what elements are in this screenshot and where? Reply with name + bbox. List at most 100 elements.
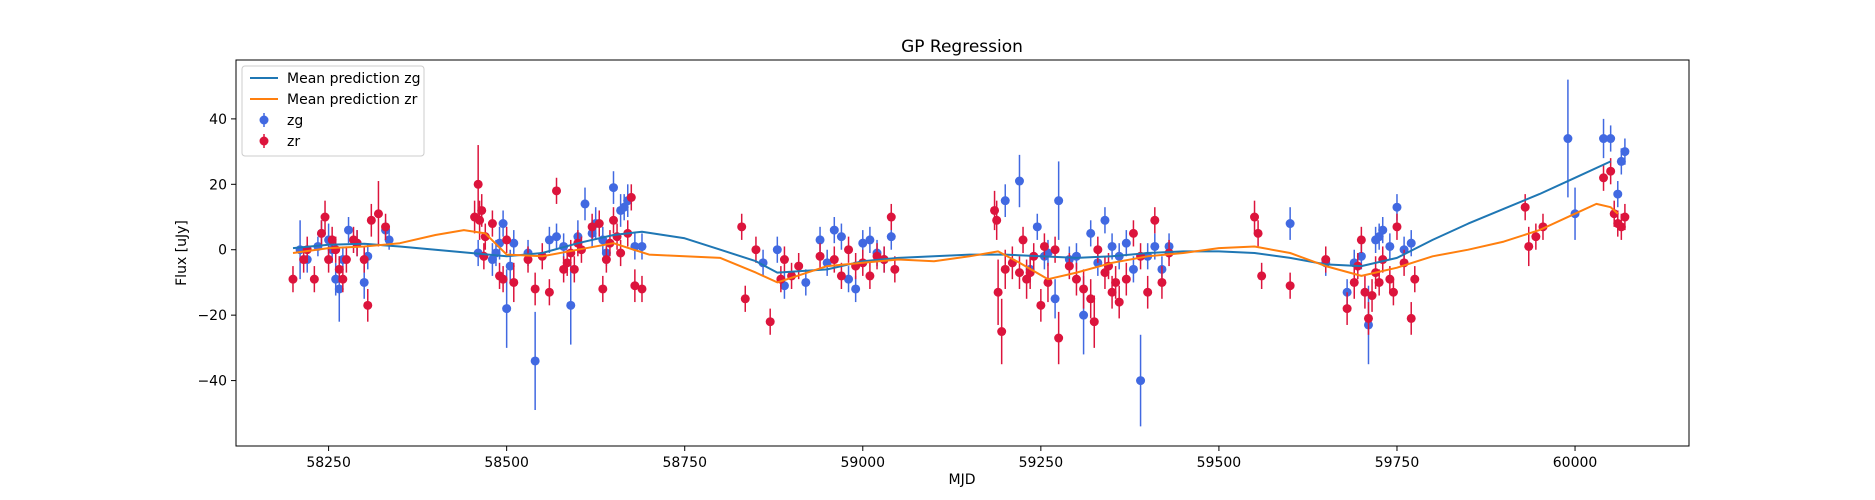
data-point-zg <box>544 226 554 253</box>
point-marker <box>1121 238 1131 248</box>
point-marker <box>1363 313 1373 323</box>
data-point-zr <box>1385 266 1395 293</box>
point-marker <box>637 284 647 294</box>
data-point-zr <box>309 266 319 293</box>
point-marker <box>1111 277 1121 287</box>
data-point-zg <box>851 275 861 303</box>
data-point-zr <box>1363 302 1373 335</box>
point-marker <box>1356 251 1366 261</box>
point-marker <box>1136 376 1146 386</box>
data-point-zr <box>1342 292 1352 325</box>
point-marker <box>1378 225 1388 235</box>
data-point-zr <box>1143 275 1153 309</box>
point-marker <box>523 255 533 265</box>
data-point-zg <box>498 210 508 237</box>
legend-marker-zr <box>259 134 269 148</box>
data-point-zr <box>523 246 533 273</box>
point-marker <box>1107 241 1117 251</box>
data-point-zr <box>993 259 1003 325</box>
data-point-zg <box>836 223 846 250</box>
plot-area <box>288 79 1630 427</box>
point-marker <box>587 222 597 232</box>
x-axis-label: MJD <box>949 472 976 488</box>
point-marker <box>530 356 540 366</box>
y-tick-label: −40 <box>197 374 227 390</box>
data-point-zr <box>544 279 554 306</box>
legend: Mean prediction zg Mean prediction zr zg… <box>241 65 425 157</box>
point-marker <box>1143 287 1153 297</box>
data-point-zr <box>1043 262 1053 303</box>
data-point-zg <box>552 223 562 250</box>
x-axis: 58250 58500 58750 59000 59250 59500 59750 60000 <box>306 446 1597 471</box>
data-point-zr <box>479 243 489 270</box>
data-point-zr <box>1071 262 1081 296</box>
data-point-zr <box>366 203 376 237</box>
point-marker <box>288 274 298 284</box>
point-marker <box>1100 215 1110 225</box>
point-marker <box>566 300 576 310</box>
point-marker <box>1043 277 1053 287</box>
point-marker <box>552 232 562 242</box>
point-marker <box>608 183 618 193</box>
data-point-zr <box>1599 164 1609 191</box>
data-point-zr <box>1356 226 1366 253</box>
point-marker <box>1000 264 1010 274</box>
point-marker <box>1620 147 1630 157</box>
point-marker <box>737 222 747 232</box>
data-point-zr <box>872 243 882 270</box>
mean-line-zr <box>292 202 1619 284</box>
point-marker <box>1050 294 1060 304</box>
point-marker <box>1285 281 1295 291</box>
point-marker <box>1285 219 1295 229</box>
data-point-zg <box>1563 79 1573 198</box>
data-point-zr <box>1018 226 1028 253</box>
y-tick-label: 0 <box>218 243 227 259</box>
data-point-zg <box>758 249 768 276</box>
point-marker <box>334 284 344 294</box>
data-point-zr <box>630 269 640 303</box>
point-marker <box>1360 287 1370 297</box>
y-axis-label: Flux [uJy] <box>174 220 190 286</box>
data-point-zr <box>608 207 618 234</box>
data-point-zr <box>1050 236 1060 263</box>
point-marker <box>338 274 348 284</box>
legend-label-zr: zr <box>287 134 300 150</box>
point-marker <box>1050 245 1060 255</box>
point-marker <box>562 258 572 268</box>
x-tick-label: 58250 <box>306 455 351 471</box>
data-point-zr <box>779 246 789 273</box>
point-marker <box>1599 173 1609 183</box>
data-point-zg <box>1385 233 1395 260</box>
point-marker <box>1406 313 1416 323</box>
point-marker <box>1392 222 1402 232</box>
x-tick-label: 59500 <box>1197 455 1242 471</box>
data-point-zr <box>637 275 647 303</box>
point-marker <box>1093 245 1103 255</box>
point-marker <box>872 251 882 261</box>
y-tick-label: 40 <box>209 112 227 128</box>
y-axis: −40 −20 0 20 40 <box>197 112 236 390</box>
data-point-zg <box>1128 256 1138 283</box>
point-marker <box>815 251 825 261</box>
point-marker <box>1121 274 1131 284</box>
point-marker <box>334 264 344 274</box>
point-marker <box>475 215 485 225</box>
legend-label-zg-prediction: Mean prediction zg <box>287 71 421 87</box>
point-marker <box>366 215 376 225</box>
point-marker <box>309 274 319 284</box>
point-marker <box>865 235 875 245</box>
data-point-zr <box>359 246 369 273</box>
point-marker <box>1616 222 1626 232</box>
point-marker <box>569 264 579 274</box>
point-marker <box>1356 235 1366 245</box>
data-point-zr <box>1093 236 1103 263</box>
point-marker <box>637 241 647 251</box>
point-marker <box>1253 228 1263 238</box>
chart-title: GP Regression <box>901 37 1023 57</box>
point-marker <box>363 300 373 310</box>
data-point-zr <box>1089 295 1099 348</box>
data-point-zr <box>1114 285 1124 319</box>
data-point-zr <box>1392 213 1402 240</box>
data-point-zr <box>626 184 636 211</box>
data-point-zr <box>1520 194 1530 221</box>
